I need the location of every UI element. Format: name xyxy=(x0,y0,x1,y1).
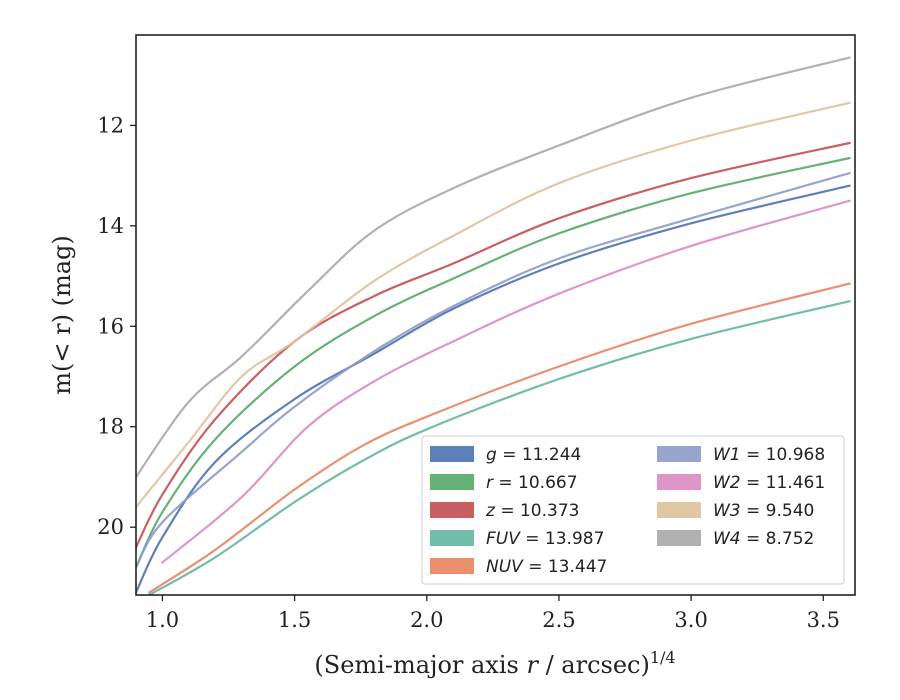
legend-label-r: r = 10.667 xyxy=(486,473,578,493)
x-axis-label: (Semi-major axis r / arcsec)1/4 xyxy=(314,648,675,679)
legend-swatch-w2 xyxy=(657,474,701,490)
x-tick-label: 2.0 xyxy=(410,608,443,632)
legend-label-fuv: FUV = 13.987 xyxy=(486,529,604,549)
series-line-r xyxy=(136,156,851,569)
legend-swatch-w1 xyxy=(657,446,701,462)
x-tick-label: 1.0 xyxy=(146,608,179,632)
x-tick-label: 3.5 xyxy=(807,608,840,632)
legend-swatch-nuv xyxy=(430,558,474,574)
legend-swatch-w4 xyxy=(657,530,701,546)
y-axis-label: m(< r) (mag) xyxy=(48,235,76,394)
series-line-z xyxy=(136,141,851,549)
series-line-nuv xyxy=(148,282,851,594)
series-line-fuv xyxy=(148,300,851,595)
series-line-w1 xyxy=(136,172,851,569)
legend-label-z: z = 10.373 xyxy=(485,501,579,521)
y-tick-label: 14 xyxy=(97,214,124,238)
legend: g = 11.244 r = 10.667 z = 10.373 FUV = 13.9… xyxy=(421,435,845,585)
legend-label-w3: W3 = 9.540 xyxy=(713,501,814,521)
legend-label-nuv: NUV = 13.447 xyxy=(486,557,607,577)
legend-swatch-r xyxy=(430,474,474,490)
y-tick-label: 18 xyxy=(97,415,124,439)
plot-frame xyxy=(135,34,856,596)
x-axis-ticks: 1.0 1.5 2.0 2.5 3.0 3.5 xyxy=(146,595,840,632)
legend-label-g: g = 11.244 xyxy=(486,445,581,465)
series-line-w4 xyxy=(136,56,851,479)
series-line-w3 xyxy=(136,101,851,509)
legend-label-w2: W2 = 11.461 xyxy=(713,473,825,493)
series-line-g xyxy=(136,184,851,594)
y-tick-label: 16 xyxy=(97,314,124,338)
y-tick-label: 12 xyxy=(97,113,124,137)
x-tick-label: 2.5 xyxy=(542,608,575,632)
legend-label-w1: W1 = 10.968 xyxy=(713,445,825,465)
x-tick-label: 3.0 xyxy=(674,608,707,632)
legend-label-w4: W4 = 8.752 xyxy=(713,529,814,549)
legend-swatch-fuv xyxy=(430,530,474,546)
legend-swatch-g xyxy=(430,446,474,462)
x-tick-label: 1.5 xyxy=(278,608,311,632)
legend-swatch-w3 xyxy=(657,502,701,518)
series-line-w2 xyxy=(161,199,851,564)
series-layer xyxy=(136,56,851,595)
legend-entries: g = 11.244 r = 10.667 z = 10.373 FUV = 13.9… xyxy=(430,445,825,577)
legend-swatch-z xyxy=(430,502,474,518)
legend-box xyxy=(421,435,845,585)
y-axis-ticks: 12 14 16 18 20 xyxy=(97,113,136,539)
y-tick-label: 20 xyxy=(97,515,124,539)
